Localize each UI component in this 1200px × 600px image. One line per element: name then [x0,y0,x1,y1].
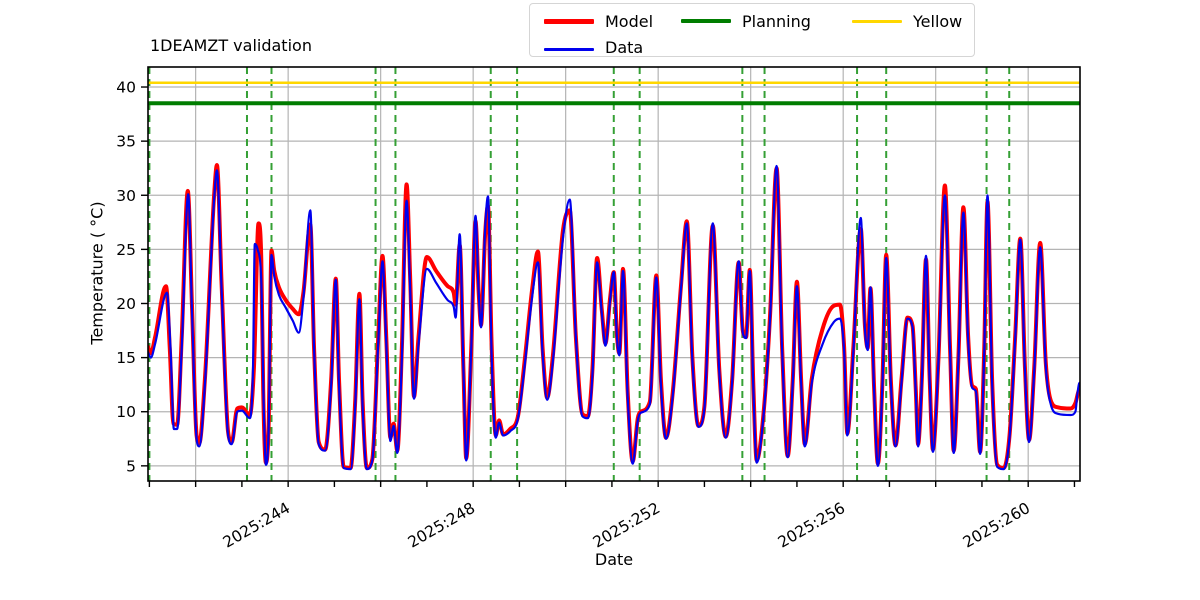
y-tick-label: 10 [116,403,136,421]
legend-data-label: Data [605,38,644,57]
limit-lines [148,81,1080,106]
plot-title: 1DEAMZT validation [150,36,312,55]
x-tick-label: 2025:252 [590,499,663,552]
legend-data-line [544,48,594,51]
y-tick-label: 5 [126,457,136,475]
x-tick-label: 2025:248 [405,499,478,552]
x-tick-label: 2025:256 [775,499,848,552]
y-tick-label: 35 [116,133,136,151]
legend-planning-label: Planning [742,12,811,31]
legend-planning-line [681,19,731,23]
y-tick-label: 40 [116,79,136,97]
legend-model-line [544,19,594,24]
y-tick-label: 15 [116,349,136,367]
y-tick-label: 25 [116,241,136,259]
x-tick-label: 2025:260 [960,499,1033,552]
series-lines [148,163,1080,471]
y-axis-label: Temperature ( °C) [87,201,107,345]
legend: Model Data Planning Yellow [529,3,975,57]
axes-frame [147,66,1081,482]
y-tick-label: 30 [116,187,136,205]
legend-yellow-label: Yellow [913,12,963,31]
axis-ticks [141,86,1076,487]
legend-yellow-line [852,20,902,23]
x-tick-label: 2025:244 [220,499,293,552]
y-tick-label: 20 [116,295,136,313]
legend-model-label: Model [605,12,654,31]
x-axis-label: Date [594,550,634,569]
